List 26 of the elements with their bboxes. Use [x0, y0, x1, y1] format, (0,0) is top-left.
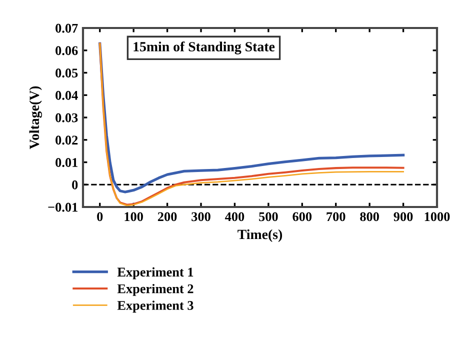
- legend-label: Experiment 2: [117, 284, 194, 296]
- y-tick-label: 0.03: [56, 113, 78, 122]
- x-tick-label: 600: [292, 212, 312, 222]
- x-tick-label: 700: [326, 212, 346, 222]
- x-tick-label: 400: [225, 212, 244, 222]
- x-tick-label: 0: [97, 212, 103, 222]
- x-tick-label: 900: [394, 212, 413, 222]
- x-tick-label: 1000: [424, 212, 450, 222]
- y-tick-label: 0.02: [56, 136, 78, 145]
- y-tick-label: 0.06: [56, 46, 78, 56]
- y-tick-label: 0.01: [56, 158, 78, 168]
- y-tick-label: 0: [72, 180, 78, 190]
- x-axis-title: Time(s): [238, 229, 282, 242]
- legend-label: Experiment 3: [117, 300, 194, 313]
- y-tick-label: 0.04: [56, 90, 78, 100]
- x-tick-label: 800: [360, 212, 379, 222]
- annotation: 15min of Standing State: [134, 41, 275, 54]
- y-tick-label: −0.01: [48, 202, 78, 212]
- y-tick-label: 0.05: [56, 68, 78, 78]
- legend-label: Experiment 1: [117, 267, 194, 280]
- x-tick-label: 500: [259, 212, 278, 222]
- x-tick-label: 100: [124, 212, 143, 222]
- y-axis-title: Voltage(V): [29, 86, 42, 150]
- x-tick-label: 200: [158, 212, 177, 222]
- x-tick-label: 300: [192, 212, 210, 222]
- y-tick-label: 0.07: [56, 24, 78, 33]
